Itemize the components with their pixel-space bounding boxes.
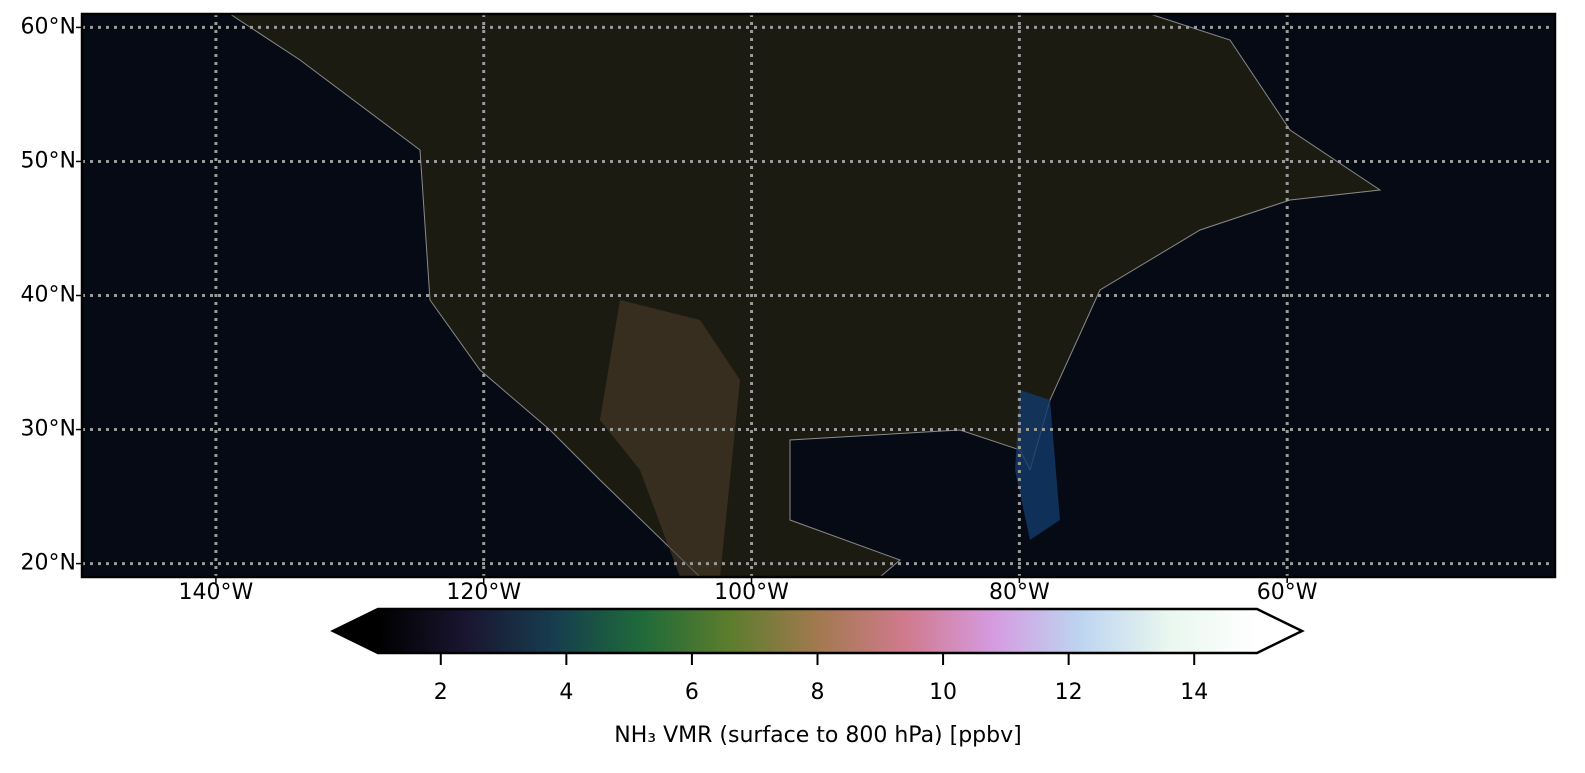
y-tick-label: 50°N: [21, 148, 76, 173]
x-tick-label: 60°W: [1257, 580, 1318, 605]
y-tick-label: 40°N: [21, 283, 76, 308]
colorbar-tick-label: 6: [685, 680, 699, 705]
colorbar-tick-label: 14: [1180, 680, 1208, 705]
grid: [82, 14, 1555, 577]
colorbar-label: NH₃ VMR (surface to 800 hPa) [ppbv]: [614, 723, 1021, 748]
colorbar: 2 4 6 8 10 12 14: [330, 607, 1305, 705]
colorbar-tick-label: 2: [434, 680, 448, 705]
y-tick-label: 60°N: [21, 14, 76, 39]
x-tick-label: 120°W: [446, 580, 521, 605]
colorbar-tick-label: 12: [1055, 680, 1083, 705]
colorbar-outline: [330, 607, 1305, 655]
colorbar-tick-label: 10: [929, 680, 957, 705]
colorbar-tick-label: 8: [811, 680, 825, 705]
x-tick-label: 140°W: [179, 580, 254, 605]
colorbar-body: [378, 609, 1257, 653]
y-tick-label: 20°N: [21, 551, 76, 576]
x-tick-label: 100°W: [714, 580, 789, 605]
y-tick-label: 30°N: [21, 417, 76, 442]
desert: [600, 300, 740, 577]
x-tick-label: 80°W: [989, 580, 1050, 605]
colorbar-tick-label: 4: [559, 680, 573, 705]
shallow-water: [1015, 390, 1060, 540]
colorbar-extend-max: [1257, 609, 1302, 653]
colorbar-extend-min: [333, 609, 378, 653]
